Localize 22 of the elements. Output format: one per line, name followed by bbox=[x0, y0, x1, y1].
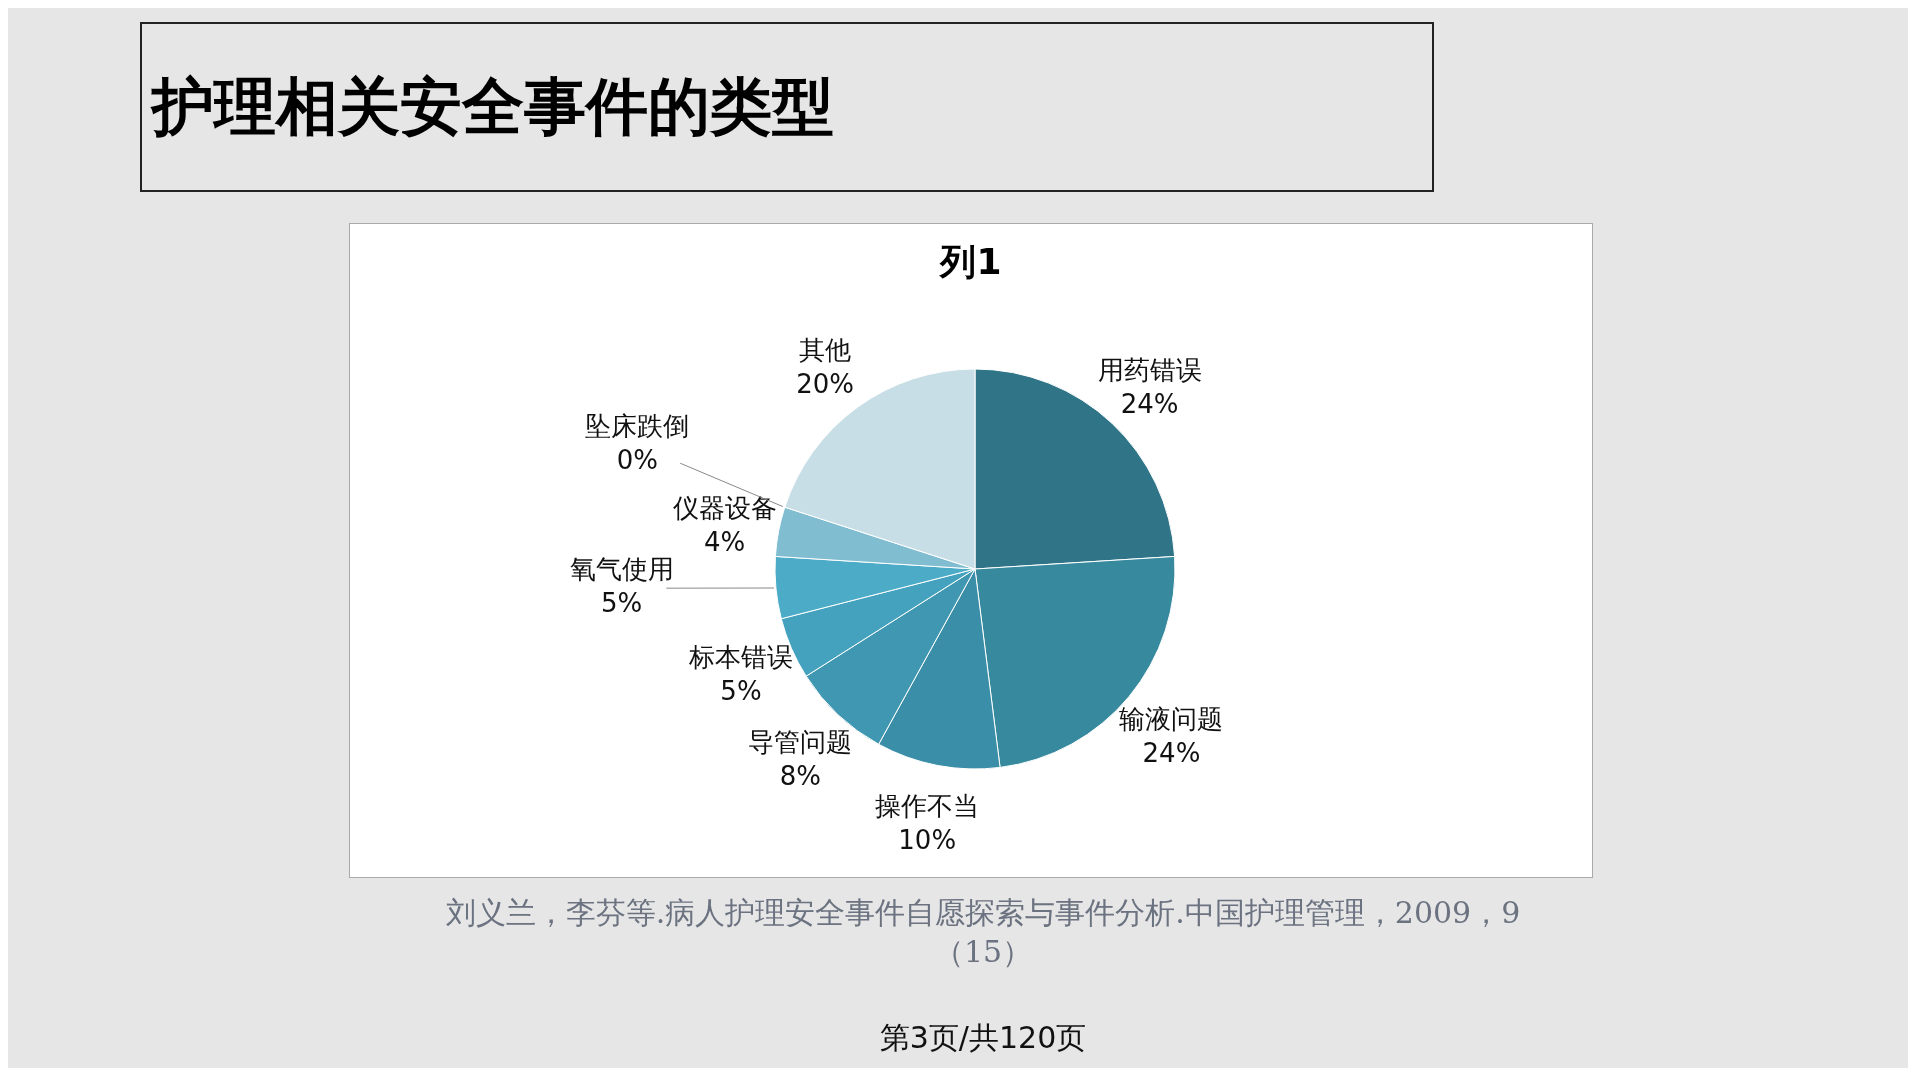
text: 刘义兰，李芬等.病人护理安全事件自愿探索与事件分析.中国护理管理，2009，9（15） bbox=[444, 894, 1522, 971]
slice-label: 导管问题 bbox=[748, 726, 853, 757]
data-label: 4% bbox=[703, 527, 746, 558]
text: 0% bbox=[616, 445, 658, 476]
slice-label: 用药错误 bbox=[1097, 355, 1202, 386]
chart-title: 护理相关安全事件的类型 bbox=[152, 69, 834, 145]
chart-subtitle: 列1 bbox=[938, 240, 1003, 284]
data-label: 10% bbox=[898, 825, 957, 856]
text: 第3页/共120页 bbox=[878, 1019, 1088, 1057]
data-label: 20% bbox=[796, 368, 855, 399]
slice-label: 氧气使用 bbox=[569, 554, 674, 585]
slice-label: 标本错误 bbox=[687, 642, 793, 673]
slice-label: 仪器设备 bbox=[672, 493, 777, 524]
category-label: 坠床跌倒 bbox=[585, 411, 690, 442]
slice-label: 输液问题 bbox=[1119, 703, 1224, 734]
data-label: 24% bbox=[1142, 737, 1201, 768]
slice-label: 其他 bbox=[799, 334, 852, 365]
data-label: 5% bbox=[600, 588, 643, 619]
data-label: 5% bbox=[720, 676, 762, 707]
data-label: 8% bbox=[779, 760, 822, 791]
slice-label: 操作不当 bbox=[875, 791, 980, 822]
data-label: 24% bbox=[1120, 389, 1179, 420]
